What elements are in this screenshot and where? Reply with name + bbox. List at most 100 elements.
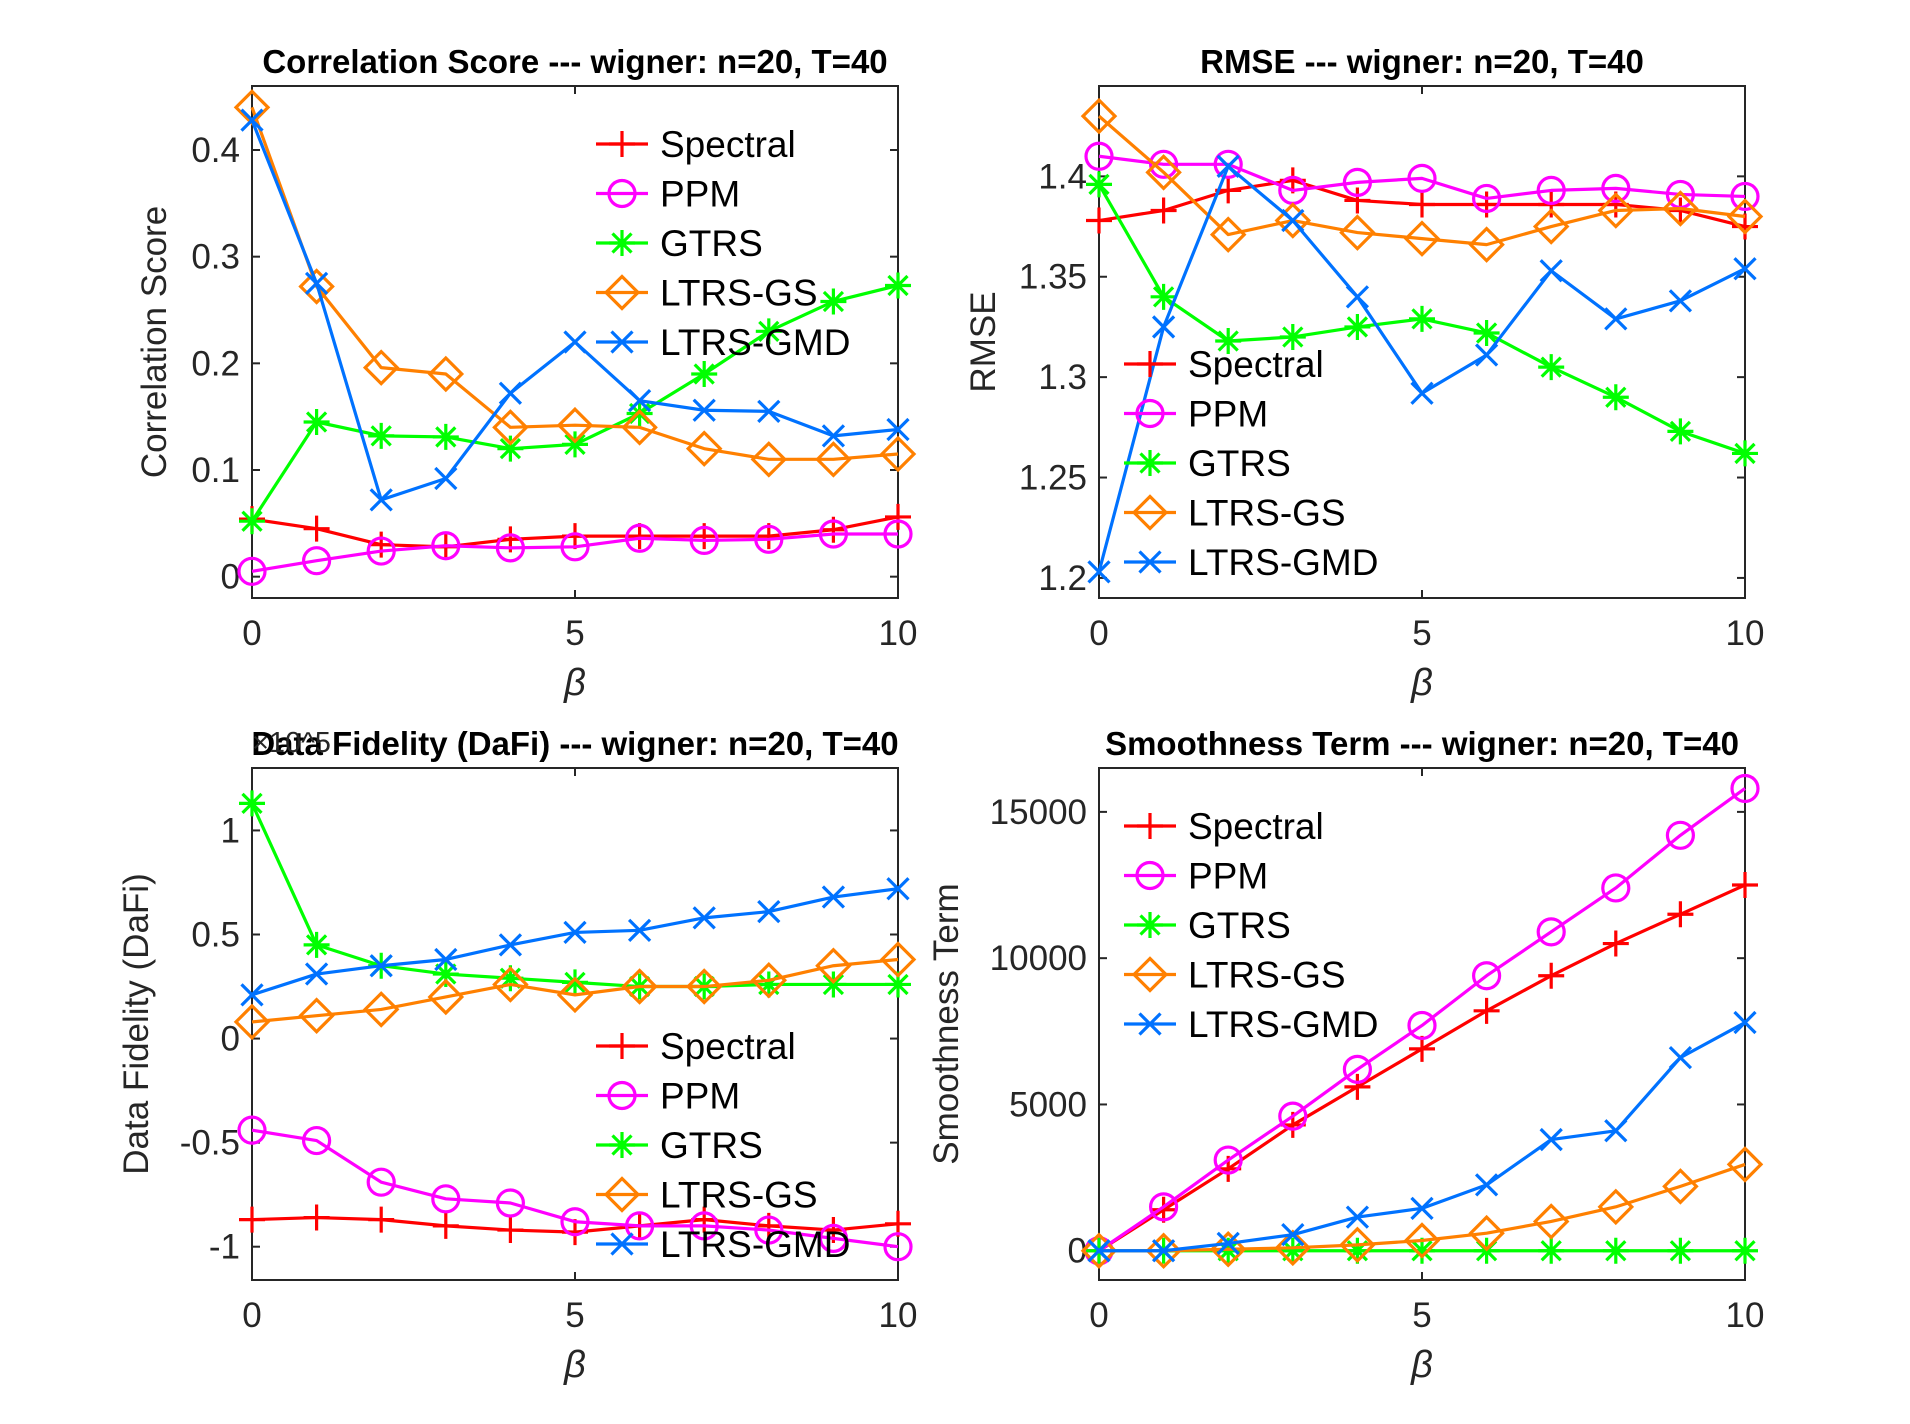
data-point bbox=[1407, 1010, 1437, 1041]
data-point bbox=[563, 330, 587, 354]
data-point bbox=[556, 406, 594, 444]
data-point bbox=[685, 430, 723, 467]
legend-label: Spectral bbox=[660, 124, 796, 165]
data-point bbox=[1536, 917, 1566, 947]
legend: Spectral PPM GTRS LTRS-GS LTRS-GMD bbox=[596, 124, 850, 363]
data-point bbox=[497, 1217, 524, 1244]
series-ppm bbox=[237, 1115, 913, 1262]
data-point bbox=[1150, 197, 1177, 224]
data-point bbox=[366, 1167, 396, 1197]
data-point bbox=[1665, 820, 1696, 850]
data-point bbox=[239, 1206, 265, 1233]
data-point bbox=[239, 790, 265, 817]
legend-marker bbox=[610, 1232, 634, 1256]
y-tick-label: 15000 bbox=[990, 793, 1087, 832]
data-point bbox=[879, 941, 917, 978]
data-point bbox=[362, 991, 400, 1028]
legend: Spectral PPM GTRS LTRS-GS LTRS-GMD bbox=[596, 1026, 850, 1265]
data-point bbox=[303, 931, 330, 958]
data-point bbox=[818, 1223, 849, 1253]
series-ltrs-gmd bbox=[240, 108, 910, 512]
data-point bbox=[369, 954, 393, 978]
data-point bbox=[1080, 97, 1118, 135]
data-point bbox=[1213, 149, 1243, 179]
data-point bbox=[1538, 1237, 1565, 1264]
legend-marker bbox=[609, 1132, 635, 1158]
x-axis-label: β bbox=[1410, 662, 1433, 704]
data-point bbox=[1403, 1222, 1441, 1259]
data-point bbox=[818, 519, 849, 549]
series-ltrs-gs bbox=[233, 941, 917, 1041]
data-point bbox=[754, 524, 784, 554]
y-tick-label: 1 bbox=[221, 811, 240, 850]
data-point bbox=[432, 1212, 459, 1239]
y-tick-label: -1 bbox=[209, 1228, 240, 1267]
data-point bbox=[1733, 1010, 1757, 1035]
series-ppm bbox=[1084, 141, 1760, 214]
data-point bbox=[621, 409, 658, 446]
data-point bbox=[885, 272, 911, 299]
chart-data-fidelity: 0 5 10 -1 -0.5 0 0.5 1 Data Fidelity (DaFi) --- … bbox=[117, 725, 917, 1386]
legend-label: PPM bbox=[1188, 394, 1268, 435]
data-point bbox=[879, 435, 917, 473]
data-point bbox=[1730, 773, 1760, 804]
data-point bbox=[1602, 384, 1629, 411]
data-point bbox=[1281, 208, 1305, 233]
series-ltrs-gmd bbox=[1087, 1010, 1757, 1263]
data-point bbox=[362, 349, 400, 386]
data-point bbox=[1087, 1239, 1111, 1263]
series-line bbox=[250, 106, 899, 461]
data-point bbox=[1473, 191, 1500, 218]
data-point bbox=[1339, 214, 1376, 251]
data-point bbox=[1474, 1173, 1499, 1197]
legend-label: PPM bbox=[1188, 856, 1268, 897]
data-point bbox=[427, 978, 465, 1016]
data-point bbox=[815, 441, 852, 478]
data-point bbox=[1410, 381, 1434, 405]
legend-label: LTRS-GMD bbox=[660, 322, 850, 363]
data-point bbox=[369, 488, 393, 512]
data-point bbox=[1536, 175, 1566, 206]
chart-smoothness-term: 0 5 10 0 5000 10000 15000 Smoothness Term --- w… bbox=[927, 725, 1764, 1386]
data-point bbox=[560, 1207, 590, 1237]
data-point bbox=[239, 508, 265, 535]
series-ppm bbox=[237, 519, 913, 586]
x-tick-label: 0 bbox=[1089, 1296, 1108, 1335]
y-tick-label: 0 bbox=[1068, 1232, 1087, 1271]
series-ltrs-gs bbox=[1080, 1146, 1764, 1270]
x-tick-label: 5 bbox=[1412, 1296, 1431, 1335]
series-ltrs-gs bbox=[1080, 97, 1764, 263]
data-point bbox=[1279, 1237, 1306, 1264]
data-point bbox=[1409, 191, 1435, 218]
data-point bbox=[1344, 187, 1371, 214]
x-tick-label: 0 bbox=[1089, 614, 1108, 653]
y-exponent-label: ×10^5 bbox=[252, 727, 331, 759]
x-axis-label: β bbox=[563, 662, 586, 704]
data-point bbox=[626, 523, 653, 550]
data-point bbox=[497, 965, 524, 992]
data-point bbox=[1662, 190, 1699, 227]
series-line bbox=[251, 532, 898, 573]
data-point bbox=[627, 389, 652, 413]
data-point bbox=[562, 431, 588, 458]
x-axis-label: β bbox=[563, 1344, 586, 1386]
legend-label: LTRS-GS bbox=[1188, 493, 1346, 534]
series-ltrs-gmd bbox=[240, 877, 910, 1007]
data-point bbox=[820, 288, 847, 315]
chart-rmse: 0 5 10 1.2 1.25 1.3 1.35 1.4 RMSE --- wigner: n=… bbox=[964, 43, 1764, 704]
data-point bbox=[1732, 1237, 1758, 1264]
data-point bbox=[1342, 1054, 1373, 1084]
legend-marker bbox=[609, 1033, 635, 1059]
data-point bbox=[562, 969, 588, 996]
data-point bbox=[1732, 872, 1758, 899]
x-tick-label: 10 bbox=[1726, 614, 1765, 653]
data-point bbox=[1209, 216, 1247, 253]
legend-label: LTRS-GS bbox=[660, 273, 818, 314]
y-tick-label: 10000 bbox=[990, 939, 1087, 978]
series-ltrs-gmd bbox=[1087, 154, 1757, 584]
y-tick-label: -0.5 bbox=[180, 1124, 240, 1163]
data-point bbox=[492, 409, 529, 446]
y-tick-label: 0 bbox=[221, 1020, 240, 1059]
legend-label: Spectral bbox=[1188, 806, 1324, 847]
data-point bbox=[432, 961, 459, 988]
